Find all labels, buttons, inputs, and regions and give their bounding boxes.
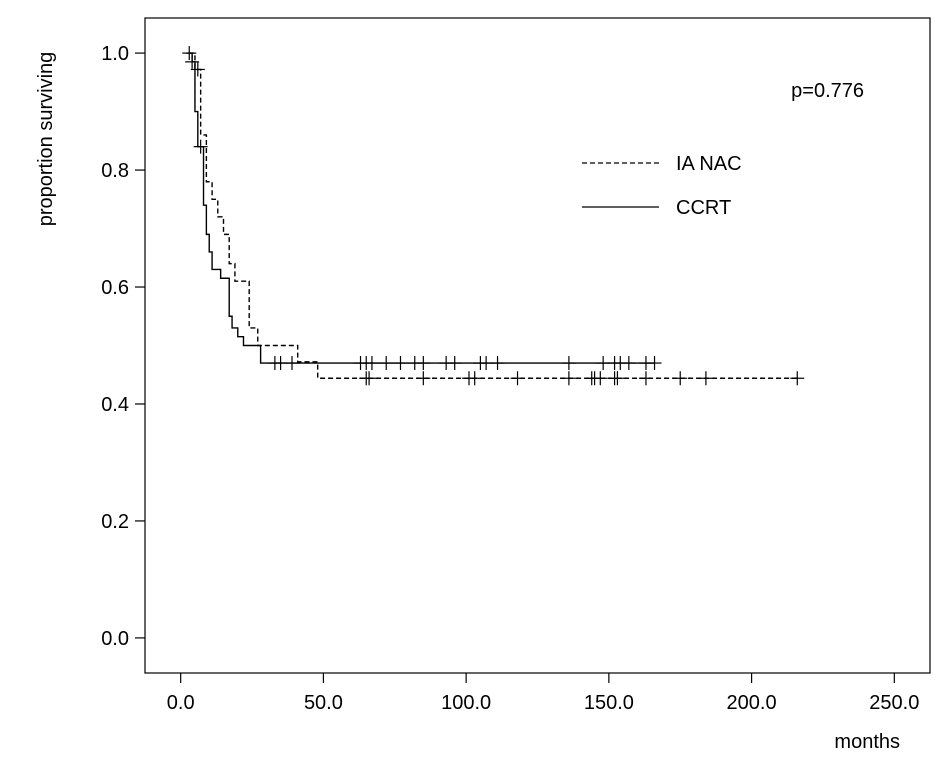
- x-axis: 0.0 50.0 100.0 150.0 200.0 250.0: [167, 673, 919, 714]
- p-value-annotation: p=0.776: [791, 80, 864, 102]
- x-tick-label: 250.0: [869, 692, 919, 714]
- x-tick-label: 200.0: [727, 692, 777, 714]
- censor-mark: [790, 371, 805, 386]
- y-tick-label: 0.0: [101, 628, 129, 650]
- x-tick-label: 0.0: [167, 692, 195, 714]
- censor-mark: [379, 356, 394, 371]
- plot-frame: [144, 17, 931, 674]
- censor-mark: [510, 371, 525, 386]
- censor-mark: [621, 356, 636, 371]
- censor-mark: [490, 356, 505, 371]
- censor-mark: [285, 356, 300, 371]
- censor-mark: [416, 371, 431, 386]
- censor-mark: [698, 371, 713, 386]
- censor-mark: [182, 46, 197, 61]
- y-tick-label: 0.6: [101, 277, 129, 299]
- censor-mark: [447, 356, 462, 371]
- censor-mark: [561, 371, 576, 386]
- series-line-ia-nac: [189, 52, 798, 379]
- censor-mark: [362, 371, 377, 386]
- censor-mark: [364, 356, 379, 371]
- censor-mark: [638, 371, 653, 386]
- x-axis-label: months: [834, 731, 900, 753]
- censor-mark: [673, 371, 688, 386]
- censor-mark: [593, 371, 608, 386]
- series-layer: [182, 46, 805, 386]
- y-tick-label: 1.0: [101, 43, 129, 65]
- y-axis-label: proportion surviving: [35, 52, 57, 227]
- legend-label-ia-nac: IA NAC: [676, 153, 742, 175]
- censor-mark: [416, 356, 431, 371]
- censor-mark: [610, 371, 625, 386]
- censor-mark: [647, 356, 662, 371]
- x-tick-label: 150.0: [584, 692, 634, 714]
- y-tick-label: 0.8: [101, 160, 129, 182]
- series-ccrt: [182, 46, 662, 371]
- x-tick-label: 100.0: [441, 692, 491, 714]
- y-axis: 0.0 0.2 0.4 0.6 0.8 1.0: [101, 43, 145, 650]
- legend: IA NAC CCRT: [582, 153, 742, 219]
- censor-mark: [561, 356, 576, 371]
- censor-mark: [190, 62, 205, 77]
- censor-mark: [393, 356, 408, 371]
- series-ia-nac: [189, 52, 805, 386]
- y-tick-label: 0.4: [101, 394, 129, 416]
- y-tick-label: 0.2: [101, 511, 129, 533]
- censor-mark: [193, 139, 208, 154]
- x-tick-label: 50.0: [304, 692, 343, 714]
- censor-mark: [185, 54, 200, 69]
- series-line-ccrt: [186, 52, 655, 364]
- censor-mark: [467, 371, 482, 386]
- legend-label-ccrt: CCRT: [676, 197, 731, 219]
